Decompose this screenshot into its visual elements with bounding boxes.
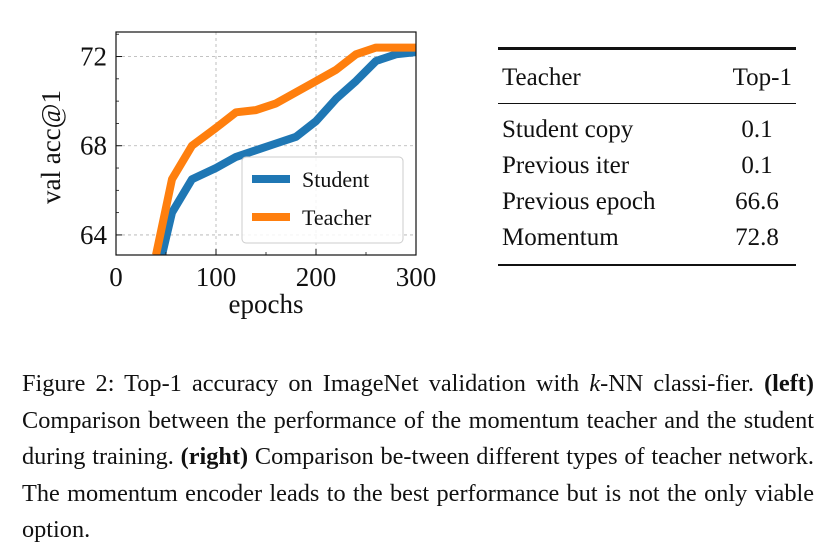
legend-label: Teacher <box>302 205 372 230</box>
caption-right-text: Comparison be-tween different types of t… <box>22 443 814 543</box>
y-tick-label: 64 <box>80 220 108 250</box>
top1-value: 66.6 <box>735 187 779 215</box>
header-top1: Top-1 <box>732 63 792 91</box>
table-row: Previous epoch 66.6 <box>498 184 796 220</box>
top1-value: 72.8 <box>735 223 779 251</box>
table-header-row: Teacher Top-1 <box>498 50 796 103</box>
caption-k: k <box>589 370 601 397</box>
caption-right-label: (right) <box>180 443 249 470</box>
caption-after-k: -NN classi-fier. <box>600 370 765 397</box>
teacher-name: Previous iter <box>502 151 630 179</box>
y-tick-label: 68 <box>80 131 107 161</box>
y-axis-title: val acc@1 <box>36 90 66 204</box>
x-tick-label: 100 <box>196 262 237 292</box>
caption-left-text: Comparison between the performance of th… <box>22 406 814 471</box>
teacher-name: Previous epoch <box>502 187 656 215</box>
table-row: Momentum 72.8 <box>498 220 796 256</box>
teacher-name: Student copy <box>502 115 634 143</box>
table-body: Student copy 0.1 Previous iter 0.1 Previ… <box>498 104 796 264</box>
table-mid-rule <box>498 102 796 104</box>
chart-lines <box>152 43 416 255</box>
figure-caption: Figure 2: Top-1 accuracy on ImageNet val… <box>22 366 814 549</box>
table-top-rule <box>498 47 796 50</box>
series-line-student <box>158 48 416 255</box>
series-line-teacher <box>152 43 416 255</box>
x-tick-label: 300 <box>396 262 437 292</box>
x-tick-label: 0 <box>109 262 123 292</box>
x-tick-label: 200 <box>296 262 337 292</box>
table-bottom-rule <box>498 263 796 267</box>
axis-ticks: 0 100 200 300 64 68 72 <box>80 33 437 292</box>
legend-label: Student <box>302 167 369 192</box>
x-axis-title: epochs <box>229 289 304 319</box>
y-tick-label: 72 <box>80 42 107 72</box>
chart-legend: Student Teacher <box>241 156 404 244</box>
table-row: Previous iter 0.1 <box>498 148 796 184</box>
teacher-comparison-table: Teacher Top-1 Student copy 0.1 Previous … <box>498 47 796 267</box>
header-teacher: Teacher <box>502 63 581 91</box>
table-row: Student copy 0.1 <box>498 112 796 148</box>
top1-value: 0.1 <box>741 151 773 179</box>
top1-value: 0.1 <box>741 115 773 143</box>
teacher-name: Momentum <box>502 223 619 251</box>
caption-lead: Figure 2: Top-1 accuracy on ImageNet val… <box>22 370 590 397</box>
accuracy-chart: 0 100 200 300 64 68 72 Student Teacher epochs v… <box>36 31 437 319</box>
caption-left-label: (left) <box>764 370 814 397</box>
